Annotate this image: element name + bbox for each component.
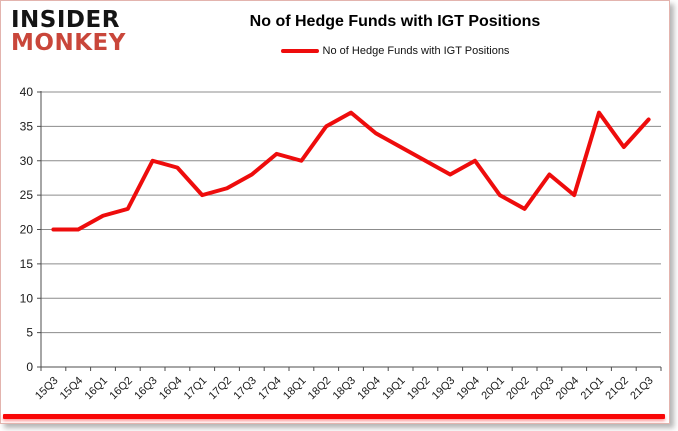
x-tick-label: 16Q4 xyxy=(157,375,185,403)
x-tick-label: 16Q1 xyxy=(83,375,111,403)
y-tick-label: 25 xyxy=(20,188,34,202)
x-tick-label: 20Q4 xyxy=(554,375,582,403)
x-tick-label: 20Q2 xyxy=(504,375,532,403)
x-tick-label: 19Q1 xyxy=(380,375,408,403)
x-tick-label: 20Q1 xyxy=(479,375,507,403)
x-tick-label: 16Q2 xyxy=(107,375,135,403)
y-tick-label: 15 xyxy=(20,257,34,271)
x-tick-label: 18Q4 xyxy=(355,375,383,403)
y-tick-label: 10 xyxy=(20,291,34,305)
insider-monkey-logo: INSIDER MONKEY xyxy=(11,9,126,54)
y-tick-label: 0 xyxy=(26,360,33,374)
legend: No of Hedge Funds with IGT Positions xyxy=(151,45,639,57)
x-tick-label: 15Q3 xyxy=(33,375,61,403)
bottom-accent-bar xyxy=(3,414,665,419)
legend-label: No of Hedge Funds with IGT Positions xyxy=(322,45,510,57)
x-tick-label: 18Q3 xyxy=(331,375,359,403)
logo-text-monkey: MONKEY xyxy=(11,29,126,56)
x-tick-label: 19Q2 xyxy=(405,375,433,403)
x-tick-label: 19Q4 xyxy=(455,375,483,403)
y-tick-label: 40 xyxy=(20,85,34,99)
chart-card: INSIDER MONKEY No of Hedge Funds with IG… xyxy=(0,0,670,424)
x-tick-label: 17Q1 xyxy=(182,375,210,403)
x-tick-label: 15Q4 xyxy=(58,375,86,403)
x-tick-label: 19Q3 xyxy=(430,375,458,403)
x-tick-label: 18Q1 xyxy=(281,375,309,403)
y-tick-label: 20 xyxy=(20,223,34,237)
x-tick-label: 21Q1 xyxy=(579,375,607,403)
x-tick-label: 21Q3 xyxy=(628,375,656,403)
x-tick-label: 17Q3 xyxy=(231,375,259,403)
x-tick-label: 17Q4 xyxy=(256,375,284,403)
x-tick-label: 16Q3 xyxy=(132,375,160,403)
x-tick-label: 18Q2 xyxy=(306,375,334,403)
y-tick-label: 30 xyxy=(20,154,34,168)
y-tick-label: 35 xyxy=(20,119,34,133)
x-tick-label: 21Q2 xyxy=(603,375,631,403)
data-series-line xyxy=(51,110,651,232)
x-tick-label: 20Q3 xyxy=(529,375,557,403)
chart-title: No of Hedge Funds with IGT Positions xyxy=(249,13,541,30)
y-tick-label: 5 xyxy=(26,326,33,340)
legend-line-swatch-icon xyxy=(280,49,319,53)
x-tick-label: 17Q2 xyxy=(207,375,235,403)
chart-header: No of Hedge Funds with IGT Positions No … xyxy=(151,13,639,57)
line-chart-plot: 0 5 10 15 20 25 30 35 40 15Q315Q416Q116Q216Q316Q4… xyxy=(20,85,662,403)
logo-text-insider: INSIDER xyxy=(11,7,120,33)
